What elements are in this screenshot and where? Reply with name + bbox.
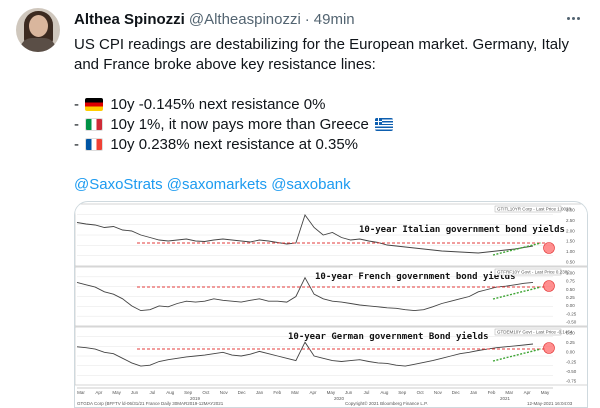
highlight-circle <box>543 280 555 292</box>
y-tick-label: 0.50 <box>566 331 575 336</box>
x-tick-label: Apr <box>524 390 532 395</box>
avatar[interactable] <box>16 8 60 52</box>
y-tick-label: -0.75 <box>566 379 577 384</box>
y-tick-label: 0.75 <box>566 279 575 284</box>
avatar-body <box>20 38 56 52</box>
chart-title: 10-year Italian government bond yields <box>359 224 565 235</box>
x-tick-label: Jun <box>131 390 139 395</box>
x-tick-label: Nov <box>434 390 443 395</box>
x-tick-label: Nov <box>220 390 229 395</box>
x-tick-label: Dec <box>452 390 461 395</box>
x-tick-label: May <box>112 390 121 395</box>
tweet-line: and France broke above key resistance li… <box>74 56 376 73</box>
mentions: @SaxoStrats @saxomarkets @saxobank <box>74 175 586 195</box>
y-tick-label: 2.50 <box>566 218 575 223</box>
mention-link[interactable]: @SaxoStrats <box>74 176 163 193</box>
x-tick-label: Feb <box>273 390 281 395</box>
chart-legend <box>494 328 562 336</box>
x-tick-label: Apr <box>95 390 103 395</box>
chart-legend-text: GTFRF10Y Govt - Last Price 0.2382 <box>497 270 570 275</box>
yield-series-line <box>76 276 534 312</box>
chart-legend-text: GTITL10YR Corp - Last Price 1.0028 <box>497 207 572 212</box>
greece-flag-icon <box>374 118 393 131</box>
x-year-label: 2021 <box>500 396 511 401</box>
x-tick-label: Jan <box>470 390 478 395</box>
y-tick-label: 0.00 <box>566 350 575 355</box>
y-tick-label: 1.00 <box>566 271 575 276</box>
yield-series-line <box>76 214 534 254</box>
chart-legend <box>494 205 562 213</box>
mention-link[interactable]: @saxobank <box>271 176 351 193</box>
trend-arrow <box>492 286 542 300</box>
x-tick-label: Jan <box>256 390 264 395</box>
x-tick-label: Jun <box>345 390 353 395</box>
highlight-circle <box>543 242 555 254</box>
x-tick-label: Oct <box>417 390 425 395</box>
y-tick-label: -0.50 <box>566 369 577 374</box>
tweet-line: US CPI readings are destabilizing for th… <box>74 36 569 53</box>
y-tick-label: 0.00 <box>566 303 575 308</box>
y-tick-label: 0.25 <box>566 340 575 345</box>
x-year-label: 2019 <box>190 396 201 401</box>
x-tick-label: Sep <box>398 390 407 395</box>
chart-legend-text: GTDEM10Y Govt - Last Price -0.1454 <box>497 330 573 335</box>
x-tick-label: Oct <box>202 390 210 395</box>
x-tick-label: Jul <box>364 390 370 395</box>
france-flag-icon <box>85 138 104 151</box>
y-tick-label: 0.50 <box>566 260 575 265</box>
yield-series-line <box>76 341 534 367</box>
x-tick-label: Jul <box>150 390 156 395</box>
x-year-label: 2020 <box>334 396 345 401</box>
tweet-text: US CPI readings are destabilizing for th… <box>74 35 586 195</box>
chart-footer-right: Copyright© 2021 Bloomberg Finance L.P. <box>345 400 428 406</box>
y-tick-label: 3.00 <box>566 208 575 213</box>
y-tick-label: 1.00 <box>566 249 575 254</box>
x-tick-label: May <box>327 390 336 395</box>
trend-arrow <box>492 242 542 256</box>
y-tick-label: 1.50 <box>566 239 575 244</box>
more-horizontal-icon[interactable] <box>562 8 584 28</box>
y-tick-label: -0.25 <box>566 359 577 364</box>
italy-flag-icon <box>85 118 104 131</box>
bullet-italy: - 10y 1%, it now pays more than Greece <box>74 115 586 135</box>
chart-legend <box>494 268 562 276</box>
y-tick-label: 0.50 <box>566 287 575 292</box>
highlight-circle <box>543 342 555 354</box>
x-tick-label: Sep <box>184 390 193 395</box>
x-tick-label: Mar <box>77 390 85 395</box>
chart-footer-left: GTGDA Corp (BFFTV ld-06/31/21 France Dai… <box>77 401 224 406</box>
y-tick-label: 0.25 <box>566 295 575 300</box>
x-tick-label: May <box>541 390 550 395</box>
x-tick-label: Dec <box>238 390 247 395</box>
timestamp[interactable]: 49min <box>313 10 355 28</box>
author-handle[interactable]: @Altheaspinozzi <box>188 10 301 28</box>
x-tick-label: Mar <box>291 390 299 395</box>
y-tick-label: 2.00 <box>566 228 575 233</box>
chart-footer-date: 12-May-2021 16:04:03 <box>527 401 573 406</box>
bond-yield-charts: 10-year Italian government bond yields GT… <box>75 203 587 406</box>
x-tick-label: Aug <box>380 390 389 395</box>
trend-arrow <box>492 348 542 362</box>
chart-image[interactable]: 10-year Italian government bond yields GT… <box>74 201 588 408</box>
avatar-face <box>29 15 48 37</box>
x-tick-label: Feb <box>488 390 496 395</box>
x-tick-label: Apr <box>309 390 317 395</box>
tweet-header: Althea Spinozzi @Altheaspinozzi · 49min <box>74 10 355 28</box>
author-name[interactable]: Althea Spinozzi <box>74 10 185 28</box>
bullet-france: - 10y 0.238% next resistance at 0.35% <box>74 136 358 153</box>
bullet-germany: - 10y -0.145% next resistance 0% <box>74 96 326 113</box>
mention-link[interactable]: @saxomarkets <box>166 176 268 193</box>
germany-flag-icon <box>85 98 104 111</box>
separator: · <box>304 10 310 28</box>
x-tick-label: Aug <box>166 390 175 395</box>
x-tick-label: Mar <box>505 390 513 395</box>
y-tick-label: -0.25 <box>566 311 577 316</box>
chart-title: 10-year German government Bond yields <box>288 331 488 342</box>
y-tick-label: -0.50 <box>566 320 577 325</box>
chart-title: 10-year French government bond yields <box>315 271 515 282</box>
